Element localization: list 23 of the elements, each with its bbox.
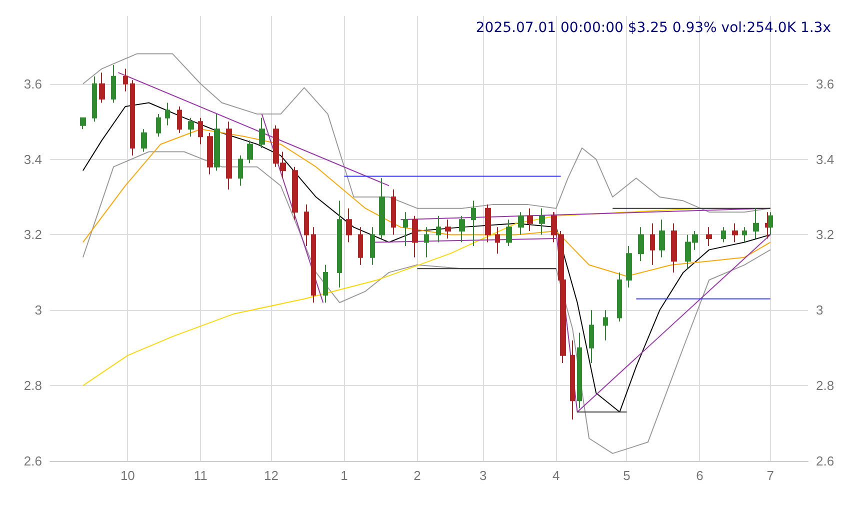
y-tick-label: 3.2 [24,227,42,242]
y-tick-label: 2.6 [24,454,42,468]
y2-tick-label: 2.6 [816,454,834,468]
y2-tick-label: 3.6 [816,76,834,92]
x-tick-label: 3 [480,468,487,483]
y2-tick-label: 3.4 [816,152,834,167]
x-tick-label: 11 [194,468,208,483]
chart-title: 2025.07.01 00:00:00 $3.25 0.93% vol:254.0K 1.3x [476,20,832,36]
x-tick-label: 5 [623,468,630,483]
x-tick-label: 12 [264,468,279,483]
y2-tick-label: 3 [816,302,824,318]
x-tick-label: 7 [766,468,774,483]
x-tick-label: 1 [340,468,348,483]
x-tick-label: 6 [696,468,704,483]
x-tick-label: 4 [552,468,560,483]
y2-tick-label: 2.8 [816,378,834,394]
y-tick-label: 3.4 [24,152,42,167]
y-tick-label: 3 [34,302,42,318]
y2-tick-label: 3.2 [816,227,834,242]
x-tick-label: 10 [120,468,135,483]
x-tick-label: 2 [414,468,421,483]
y-tick-label: 2.8 [24,378,42,394]
y-tick-label: 3.6 [24,76,42,92]
